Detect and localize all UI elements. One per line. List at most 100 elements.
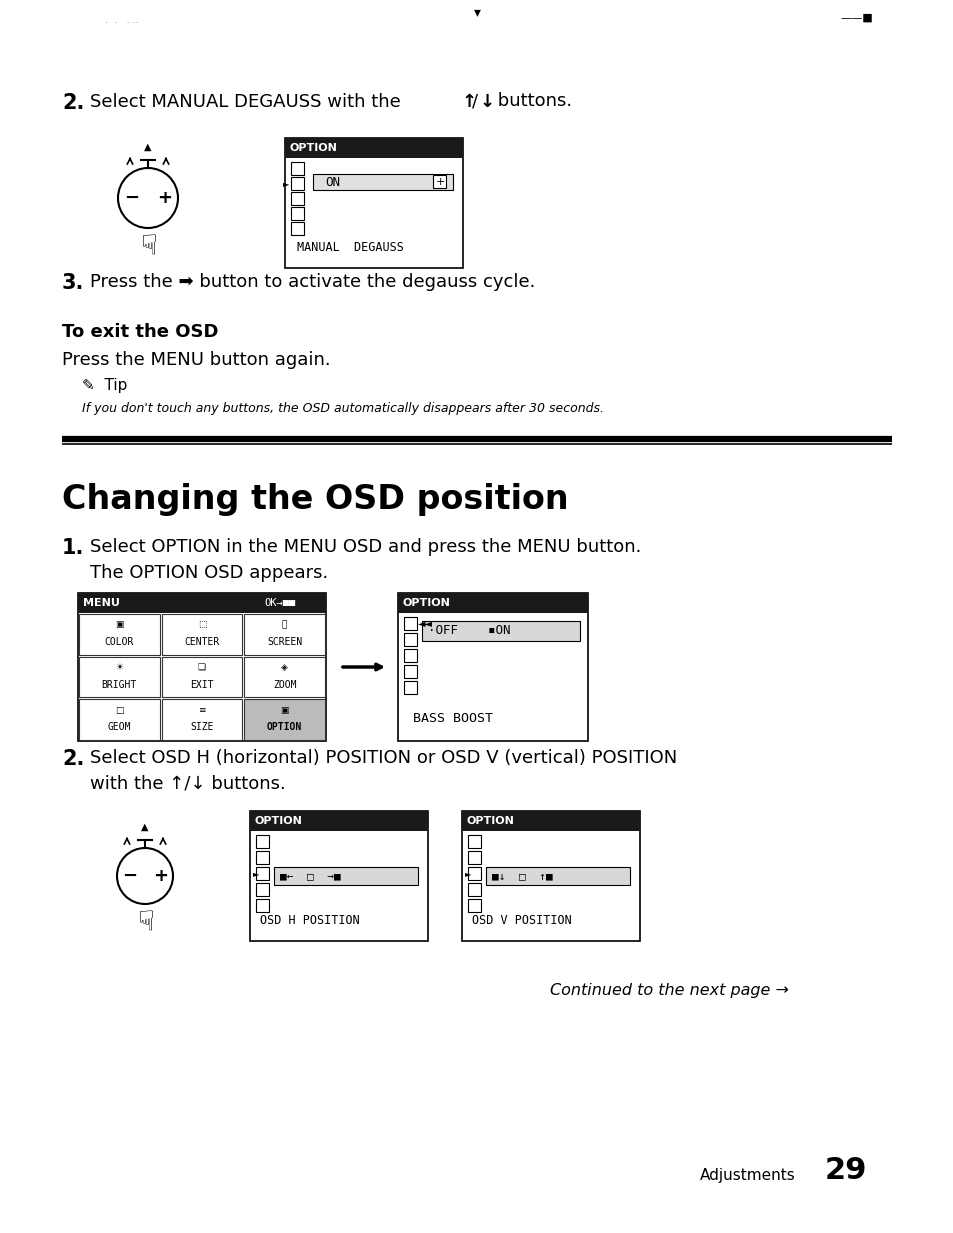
Text: ►: ► — [464, 869, 471, 878]
Bar — [78, 593, 326, 741]
Text: OPTION: OPTION — [290, 143, 337, 153]
Bar — [161, 614, 242, 655]
Text: with the ↑/↓ buttons.: with the ↑/↓ buttons. — [90, 776, 286, 793]
Text: buttons.: buttons. — [492, 92, 572, 110]
Bar — [244, 657, 325, 698]
Bar — [468, 899, 480, 912]
Bar — [468, 883, 480, 896]
Text: OPTION: OPTION — [254, 816, 302, 826]
Bar — [79, 657, 159, 698]
Bar — [291, 222, 304, 236]
Bar — [397, 593, 587, 741]
Bar — [468, 867, 480, 880]
Text: Select OSD H (horizontal) POSITION or OSD V (vertical) POSITION: Select OSD H (horizontal) POSITION or OS… — [90, 748, 677, 767]
Bar — [79, 699, 159, 740]
Text: Press the MENU button again.: Press the MENU button again. — [62, 351, 331, 369]
Text: 2.: 2. — [62, 748, 84, 769]
Bar — [244, 699, 325, 740]
Text: Press the ➡ button to activate the degauss cycle.: Press the ➡ button to activate the degau… — [90, 272, 535, 291]
Text: /: / — [472, 92, 477, 111]
Text: Select OPTION in the MENU OSD and press the MENU button.: Select OPTION in the MENU OSD and press … — [90, 538, 640, 556]
Text: EXIT: EXIT — [190, 679, 213, 689]
Text: COLOR: COLOR — [105, 637, 133, 647]
Bar — [468, 835, 480, 848]
Text: ⬚: ⬚ — [197, 620, 206, 630]
Text: ON: ON — [325, 175, 339, 189]
Text: ↑: ↑ — [461, 92, 476, 111]
Text: Select MANUAL DEGAUSS with the: Select MANUAL DEGAUSS with the — [90, 92, 406, 111]
Text: ▾: ▾ — [473, 5, 480, 18]
Text: ◄◄: ◄◄ — [417, 619, 433, 629]
Text: 1.: 1. — [62, 538, 84, 559]
Text: ◈: ◈ — [281, 663, 288, 672]
Text: To exit the OSD: To exit the OSD — [62, 323, 218, 342]
Text: ZOOM: ZOOM — [273, 679, 296, 689]
Bar — [244, 614, 325, 655]
Bar — [255, 899, 269, 912]
Bar — [403, 616, 416, 630]
Circle shape — [118, 168, 178, 228]
Text: ■←  □  →■: ■← □ →■ — [280, 870, 340, 882]
Text: BRIGHT: BRIGHT — [102, 679, 137, 689]
Bar — [397, 593, 587, 613]
Bar — [403, 633, 416, 646]
Text: If you don't touch any buttons, the OSD automatically disappears after 30 second: If you don't touch any buttons, the OSD … — [82, 402, 603, 416]
Text: ►: ► — [253, 869, 259, 878]
Text: ☞: ☞ — [131, 233, 159, 258]
Bar — [485, 867, 629, 885]
Bar — [250, 811, 428, 941]
Bar — [468, 851, 480, 864]
Text: 29: 29 — [824, 1157, 866, 1185]
Bar — [255, 883, 269, 896]
Text: OPTION: OPTION — [267, 723, 302, 732]
Text: ►: ► — [283, 179, 289, 187]
Text: +: + — [157, 189, 172, 207]
Bar — [291, 192, 304, 205]
Text: OPTION: OPTION — [402, 598, 451, 608]
Bar — [433, 175, 446, 187]
Text: Adjustments: Adjustments — [700, 1168, 795, 1182]
Text: MANUAL  DEGAUSS: MANUAL DEGAUSS — [296, 240, 403, 254]
Text: GEOM: GEOM — [108, 723, 131, 732]
Text: OSD V POSITION: OSD V POSITION — [472, 914, 571, 927]
Bar — [255, 835, 269, 848]
Text: MENU: MENU — [83, 598, 120, 608]
Bar — [421, 621, 579, 641]
Bar — [285, 138, 462, 158]
Text: OPTION: OPTION — [467, 816, 515, 826]
Bar — [313, 174, 453, 190]
Text: +: + — [152, 867, 168, 885]
Text: −: − — [124, 189, 139, 207]
Bar — [78, 593, 326, 613]
Bar — [291, 162, 304, 175]
Circle shape — [117, 848, 172, 904]
Text: ·  ·   · ··: · · · ·· — [105, 18, 138, 28]
Text: Continued to the next page →: Continued to the next page → — [550, 983, 788, 997]
Bar — [161, 699, 242, 740]
Bar — [255, 867, 269, 880]
Bar — [255, 851, 269, 864]
Text: ☀: ☀ — [115, 663, 123, 672]
Text: ▲: ▲ — [141, 822, 149, 832]
Bar — [291, 178, 304, 190]
Text: ☞: ☞ — [128, 909, 156, 933]
Text: ▣: ▣ — [115, 620, 124, 630]
Bar — [403, 665, 416, 678]
Text: 3.: 3. — [62, 272, 84, 293]
Bar — [461, 811, 639, 941]
Text: ⎕: ⎕ — [282, 620, 287, 630]
Text: ✎  Tip: ✎ Tip — [82, 379, 128, 393]
Text: ·OFF    ▪ON: ·OFF ▪ON — [428, 624, 510, 637]
Text: OK→■■: OK→■■ — [264, 598, 294, 608]
Text: ≡: ≡ — [198, 705, 206, 715]
Text: BASS BOOST: BASS BOOST — [413, 711, 493, 725]
Text: □: □ — [115, 705, 124, 715]
Bar — [79, 614, 159, 655]
Text: +: + — [435, 178, 444, 187]
Text: Changing the OSD position: Changing the OSD position — [62, 483, 568, 515]
Bar — [161, 657, 242, 698]
Bar — [461, 811, 639, 831]
Bar — [274, 867, 417, 885]
Text: ■↓  □  ↑■: ■↓ □ ↑■ — [492, 870, 552, 882]
Text: ▲: ▲ — [144, 142, 152, 152]
